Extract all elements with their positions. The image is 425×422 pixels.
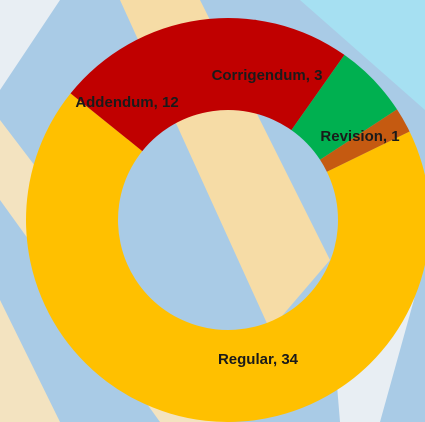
donut-slice	[70, 17, 345, 152]
donut-slice	[320, 109, 410, 172]
donut-slice	[26, 93, 425, 422]
slice-label: Corrigendum, 3	[212, 67, 323, 84]
slice-label: Addendum, 12	[75, 94, 178, 111]
slice-label: Revision, 1	[320, 128, 399, 145]
slice-label: Regular, 34	[218, 351, 299, 368]
donut-slice	[291, 54, 398, 160]
